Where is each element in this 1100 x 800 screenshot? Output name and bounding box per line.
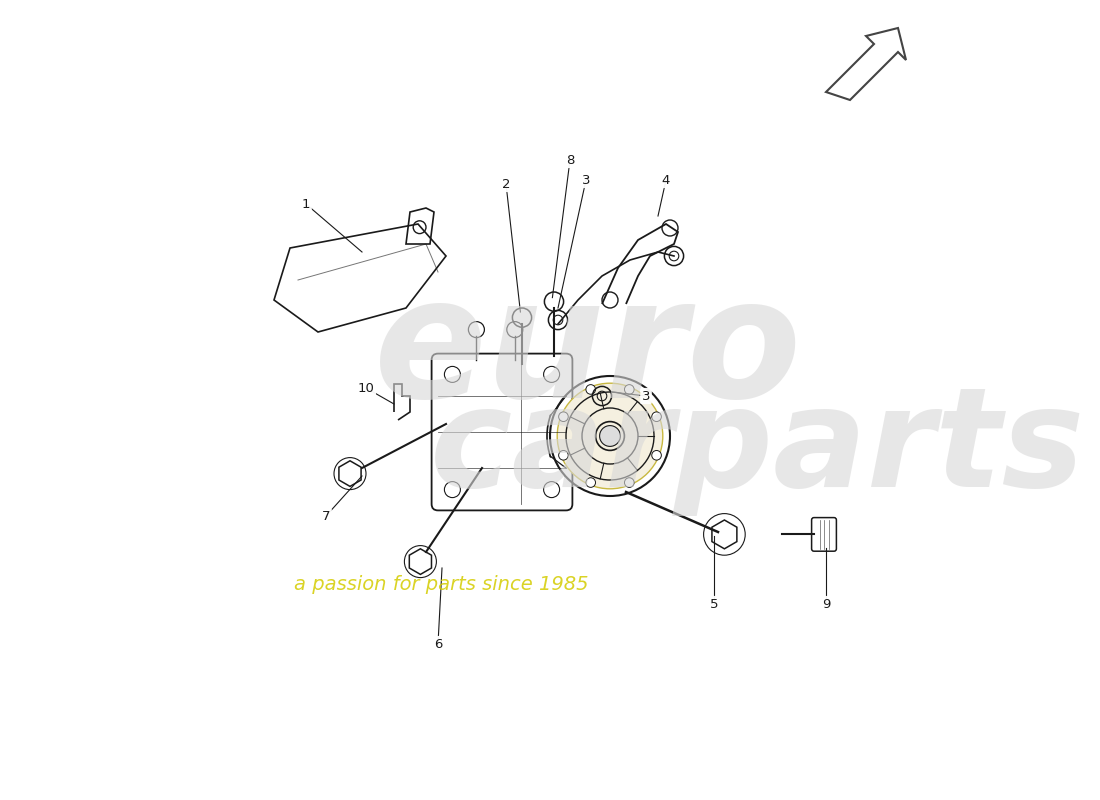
Text: 6: 6 bbox=[433, 638, 442, 650]
Text: 1: 1 bbox=[301, 198, 310, 210]
Text: euro: euro bbox=[374, 270, 802, 434]
Circle shape bbox=[559, 450, 569, 460]
Text: 8: 8 bbox=[565, 154, 574, 166]
Text: 4: 4 bbox=[662, 174, 670, 186]
Text: a passion for parts since 1985: a passion for parts since 1985 bbox=[294, 574, 588, 594]
Circle shape bbox=[625, 385, 634, 394]
Text: 10: 10 bbox=[358, 382, 374, 394]
Text: 3: 3 bbox=[582, 174, 591, 186]
Circle shape bbox=[652, 450, 661, 460]
Circle shape bbox=[559, 412, 569, 422]
Circle shape bbox=[558, 383, 663, 489]
Text: 7: 7 bbox=[321, 510, 330, 522]
Text: 9: 9 bbox=[822, 598, 830, 610]
Text: 2: 2 bbox=[502, 178, 510, 190]
Circle shape bbox=[625, 478, 634, 487]
Circle shape bbox=[652, 412, 661, 422]
Text: 3: 3 bbox=[641, 390, 650, 402]
Circle shape bbox=[586, 478, 595, 487]
Circle shape bbox=[600, 426, 620, 446]
Text: 5: 5 bbox=[710, 598, 718, 610]
Circle shape bbox=[586, 385, 595, 394]
Text: carparts: carparts bbox=[430, 381, 1086, 515]
